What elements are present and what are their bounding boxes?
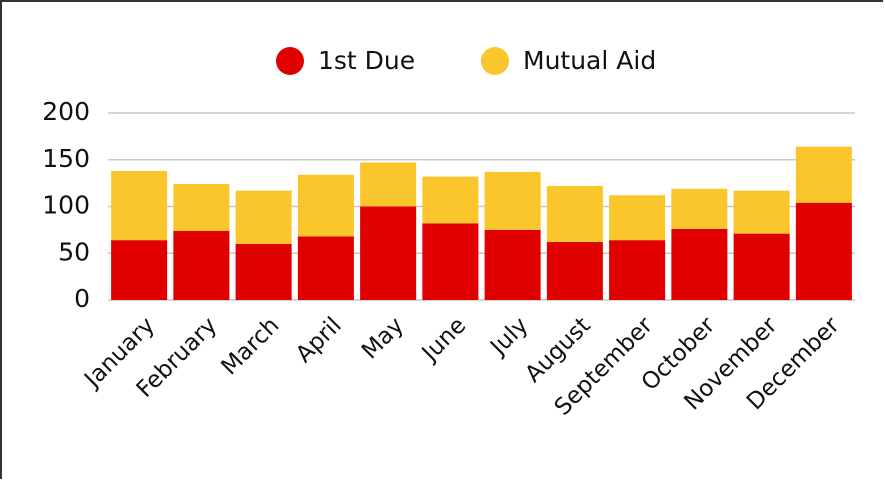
- bar-segment: [173, 230, 230, 300]
- y-tick-label: 200: [42, 97, 90, 126]
- bar-segment: [111, 170, 168, 241]
- bar-segment: [546, 242, 603, 300]
- bar-segment: [297, 174, 354, 237]
- y-tick-label: 100: [42, 191, 90, 220]
- bar-segment: [733, 190, 790, 234]
- bar-segment: [235, 190, 292, 244]
- bar-segment: [733, 233, 790, 300]
- bar-segment: [795, 146, 852, 203]
- x-tick-label: May: [357, 312, 409, 364]
- bar-segment: [484, 229, 541, 300]
- bar-segment: [546, 185, 603, 243]
- bar-segment: [173, 184, 230, 231]
- x-tick-label: June: [416, 312, 471, 367]
- legend-swatch: [481, 47, 509, 75]
- bar-segment: [111, 240, 168, 300]
- legend-label: Mutual Aid: [523, 46, 656, 75]
- legend-label: 1st Due: [318, 46, 415, 75]
- bar-segment: [235, 243, 292, 300]
- legend-swatch: [276, 47, 304, 75]
- bar-segment: [297, 236, 354, 300]
- bar-segment: [795, 202, 852, 300]
- bar-segment: [484, 171, 541, 230]
- y-tick-label: 0: [74, 284, 90, 313]
- y-tick-label: 150: [42, 144, 90, 173]
- bar-segment: [671, 188, 728, 229]
- bar-segment: [422, 176, 479, 224]
- bar-segment: [671, 228, 728, 300]
- y-tick-label: 50: [58, 237, 90, 266]
- x-tick-label: July: [484, 312, 533, 361]
- x-tick-label: April: [291, 312, 347, 368]
- bar-segment: [360, 206, 417, 300]
- bar-segment: [609, 240, 666, 300]
- bar-segment: [422, 223, 479, 300]
- bar-segment: [609, 195, 666, 241]
- bar-segment: [360, 162, 417, 207]
- x-tick-label: March: [216, 312, 284, 380]
